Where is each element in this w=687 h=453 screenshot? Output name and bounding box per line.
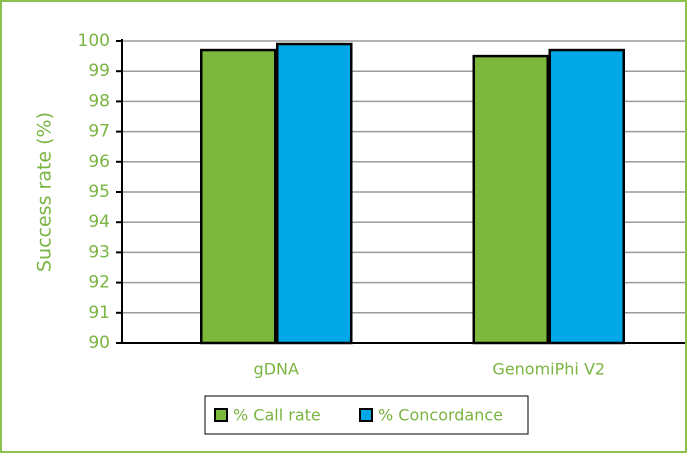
y-tick-label: 91 <box>88 303 110 323</box>
y-tick-label: 94 <box>88 212 110 232</box>
legend-swatch <box>359 408 373 422</box>
legend-label: % Call rate <box>233 406 321 425</box>
y-tick-label: 99 <box>88 61 110 81</box>
bar <box>276 42 353 345</box>
y-tick-label: 96 <box>88 152 110 172</box>
bar <box>548 48 625 345</box>
y-tick-label: 95 <box>88 182 110 202</box>
y-axis-label: Success rate (%) <box>34 112 56 272</box>
x-tick-label: GenomiPhi V2 <box>492 360 605 379</box>
y-tick-label: 97 <box>88 122 110 142</box>
y-tick-label: 100 <box>78 31 110 51</box>
legend-swatch <box>214 408 228 422</box>
legend-label: % Concordance <box>378 406 503 425</box>
bar <box>200 48 277 345</box>
x-tick-label: gDNA <box>254 360 299 379</box>
y-tick-label: 92 <box>88 273 110 293</box>
y-tick-label: 98 <box>88 91 110 111</box>
bar <box>472 54 549 345</box>
y-tick-label: 93 <box>88 242 110 262</box>
y-tick-label: 90 <box>88 333 110 353</box>
